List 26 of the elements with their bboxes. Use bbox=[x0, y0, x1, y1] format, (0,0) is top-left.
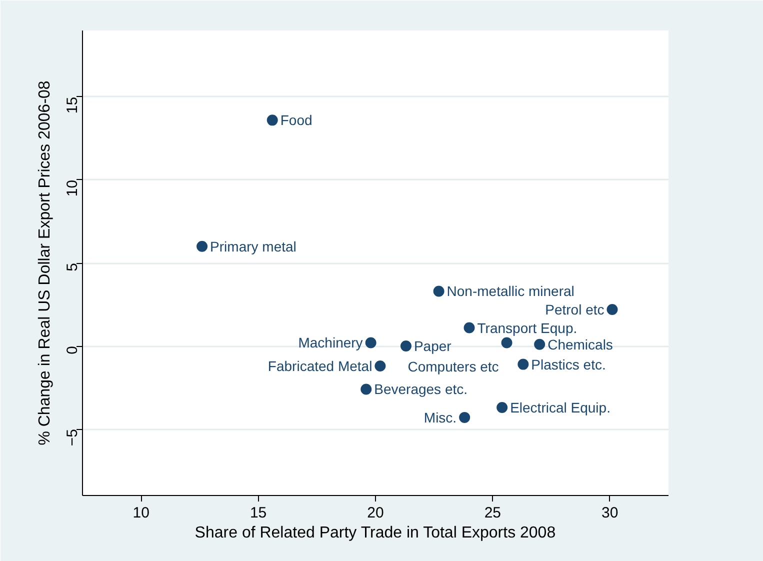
annotation: Transport Equp. bbox=[477, 320, 578, 336]
annotation: Beverages etc. bbox=[374, 381, 468, 398]
annotation: Machinery bbox=[298, 334, 363, 351]
annotation: Misc. bbox=[424, 409, 457, 426]
x-tick-label: 10 bbox=[132, 504, 150, 522]
x-tick-label: 30 bbox=[602, 504, 618, 522]
y-tick-label: −5 bbox=[64, 429, 81, 446]
annotation: Non-metallic mineral bbox=[446, 283, 574, 300]
annotation: Chemicals bbox=[548, 336, 613, 352]
y-tick-label: 5 bbox=[64, 263, 81, 272]
x-tick-label: 20 bbox=[367, 504, 384, 522]
annotation: Fabricated Metal bbox=[268, 358, 372, 374]
annotation: Primary metal bbox=[210, 238, 296, 254]
y-tick-label: 15 bbox=[64, 96, 81, 114]
annotation: Electrical Equip. bbox=[510, 399, 610, 416]
annotation: Petrol etc bbox=[545, 302, 604, 318]
x-tick-label: 15 bbox=[250, 504, 267, 522]
x-axis-title: Share of Related Party Trade in Total Exports 2008 bbox=[194, 524, 556, 542]
annotation: Paper bbox=[414, 338, 452, 354]
annotation: Computers etc bbox=[408, 358, 499, 375]
y-tick-label: 0 bbox=[64, 346, 81, 354]
x-tick-label: 25 bbox=[484, 504, 502, 522]
annotation: Food bbox=[280, 112, 312, 128]
y-tick-label: 10 bbox=[64, 180, 81, 197]
annotation: Plastics etc. bbox=[531, 356, 606, 372]
y-axis-title: % Change in Real US Dollar Export Prices 2006-08 bbox=[36, 80, 54, 446]
